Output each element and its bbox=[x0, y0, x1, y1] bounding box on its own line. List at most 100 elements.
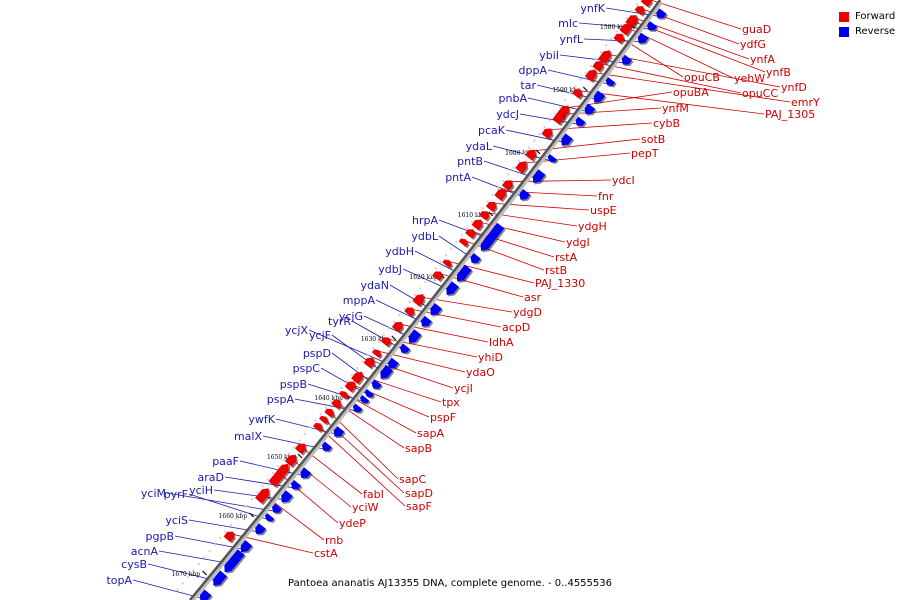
gene-label-ydcI: ydcI bbox=[612, 174, 635, 187]
reverse-gene-topA bbox=[199, 589, 212, 600]
legend-reverse: Reverse bbox=[839, 24, 895, 39]
gene-label-pgpB: pgpB bbox=[146, 530, 175, 543]
forward-gene-rstA bbox=[465, 229, 476, 239]
reverse-gene-tyrR bbox=[399, 343, 410, 353]
gene-label-yhiD: yhiD bbox=[478, 351, 503, 364]
axis-dot bbox=[413, 294, 416, 297]
gene-leader-fabI bbox=[298, 444, 363, 495]
forward-gene-rstB bbox=[458, 238, 469, 247]
gene-leader-emrY bbox=[588, 71, 791, 103]
reverse-gene-pspB bbox=[359, 395, 370, 404]
reverse-gene-ydbJ bbox=[446, 281, 459, 296]
axis-dot bbox=[303, 432, 306, 435]
axis-dot bbox=[615, 30, 618, 33]
axis-tick-label: 1620 kbp bbox=[409, 274, 438, 281]
reverse-gene-tar bbox=[593, 90, 606, 103]
axis-dot bbox=[366, 353, 369, 356]
axis-dot bbox=[266, 478, 269, 481]
axis-dot bbox=[298, 439, 301, 442]
reverse-gene-pspD bbox=[371, 379, 382, 389]
axis-dot bbox=[372, 347, 375, 350]
gene-label-pcaK: pcaK bbox=[478, 124, 506, 137]
axis-dot bbox=[229, 524, 232, 527]
gene-leader-yciM bbox=[166, 492, 280, 513]
gene-label-pnbA: pnbA bbox=[499, 92, 528, 105]
legend-forward-label: Forward bbox=[855, 11, 896, 22]
forward-gene-sotB bbox=[525, 149, 536, 161]
axis-dot bbox=[620, 23, 623, 26]
forward-gene-PAJ_1330 bbox=[442, 259, 452, 268]
forward-gene-guaD bbox=[640, 0, 652, 7]
axis-dot bbox=[465, 227, 468, 230]
forward-gene-ydgI bbox=[471, 219, 483, 231]
axis-dot bbox=[594, 58, 597, 61]
axis-line bbox=[189, 0, 662, 600]
gene-label-rstA: rstA bbox=[555, 251, 578, 264]
axis-tick bbox=[488, 211, 494, 217]
reverse-gene-pgpB bbox=[240, 540, 253, 553]
axis-dot bbox=[387, 327, 390, 330]
gene-leader-pepT bbox=[519, 152, 631, 164]
gene-label-ydgI: ydgI bbox=[566, 236, 590, 249]
gene-label-guaD: guaD bbox=[742, 23, 771, 36]
axis-dot bbox=[345, 380, 348, 383]
gene-label-pntB: pntB bbox=[457, 155, 483, 168]
gene-label-pspB: pspB bbox=[280, 378, 307, 391]
axis-dot bbox=[282, 459, 285, 462]
axis-dot bbox=[610, 37, 613, 40]
axis-dot bbox=[314, 419, 317, 422]
reverse-gene-pnbA bbox=[584, 103, 596, 115]
reverse-gene-ydbL bbox=[470, 253, 481, 263]
gene-label-PAJ_1330: PAJ_1330 bbox=[535, 277, 585, 290]
forward-gene-ynfM bbox=[552, 112, 564, 125]
gene-label-uspE: uspE bbox=[590, 204, 617, 217]
gene-label-yciS: yciS bbox=[165, 514, 188, 527]
reverse-gene-araD bbox=[290, 479, 301, 490]
axis-dot bbox=[213, 543, 216, 546]
reverse-gene-ywfK bbox=[333, 426, 345, 437]
gene-label-fabI: fabI bbox=[363, 488, 384, 501]
forward-gene-yciW bbox=[284, 454, 297, 467]
gene-leader-sapB bbox=[333, 400, 405, 449]
gene-leader-pspF bbox=[348, 382, 430, 418]
axis-tick-label: 1610 kbp bbox=[458, 212, 487, 219]
gene-leader-ynfL bbox=[583, 38, 646, 43]
axis-tick-label: 1600 kbp bbox=[505, 150, 534, 157]
gene-leader-opuCC bbox=[595, 62, 742, 94]
forward-gene-ydeP bbox=[268, 463, 289, 487]
reverse-gene-cysB bbox=[213, 570, 228, 586]
gene-label-acnA: acnA bbox=[131, 545, 159, 558]
reverse-gene-pspC bbox=[364, 389, 374, 398]
axis-dot bbox=[197, 563, 200, 566]
gene-label-sapA: sapA bbox=[417, 427, 444, 440]
gene-label-ydbH: ydbH bbox=[385, 245, 414, 258]
axis-dot bbox=[277, 465, 280, 468]
reverse-gene-paaF bbox=[300, 467, 312, 479]
forward-gene-fnr bbox=[494, 188, 506, 201]
reverse-gene-ydbH bbox=[456, 264, 472, 282]
axis-dot bbox=[574, 85, 577, 88]
gene-label-acpD: acpD bbox=[502, 321, 530, 334]
forward-gene-sapC bbox=[324, 408, 334, 418]
axis-tick bbox=[297, 453, 303, 459]
axis-tick-label: 1660 kbp bbox=[219, 513, 248, 520]
gene-label-pepT: pepT bbox=[631, 147, 659, 160]
gene-label-mlc: mlc bbox=[558, 17, 578, 30]
axis-dot bbox=[181, 582, 184, 585]
axis-dot bbox=[176, 588, 179, 591]
reverse-gene-ynfK bbox=[656, 8, 667, 19]
axis-dot bbox=[403, 307, 406, 310]
forward-gene-ynfD bbox=[598, 50, 611, 65]
genome-axis: 1580 kbp 1590 kbp 1600 kbp 1610 kbp 1620 kbp… bbox=[172, 0, 664, 600]
forward-gene-ydgH bbox=[479, 211, 490, 221]
reverse-gene-ybiI bbox=[621, 54, 633, 65]
gene-label-asr: asr bbox=[524, 291, 541, 304]
axis-dot bbox=[533, 139, 536, 142]
axis-tick-label: 1590 kbp bbox=[552, 87, 581, 94]
forward-gene-ydcI bbox=[501, 180, 513, 191]
axis-dot bbox=[256, 491, 259, 494]
gene-leader-ynfM bbox=[556, 107, 662, 116]
reverse-gene-dppA bbox=[605, 77, 616, 86]
